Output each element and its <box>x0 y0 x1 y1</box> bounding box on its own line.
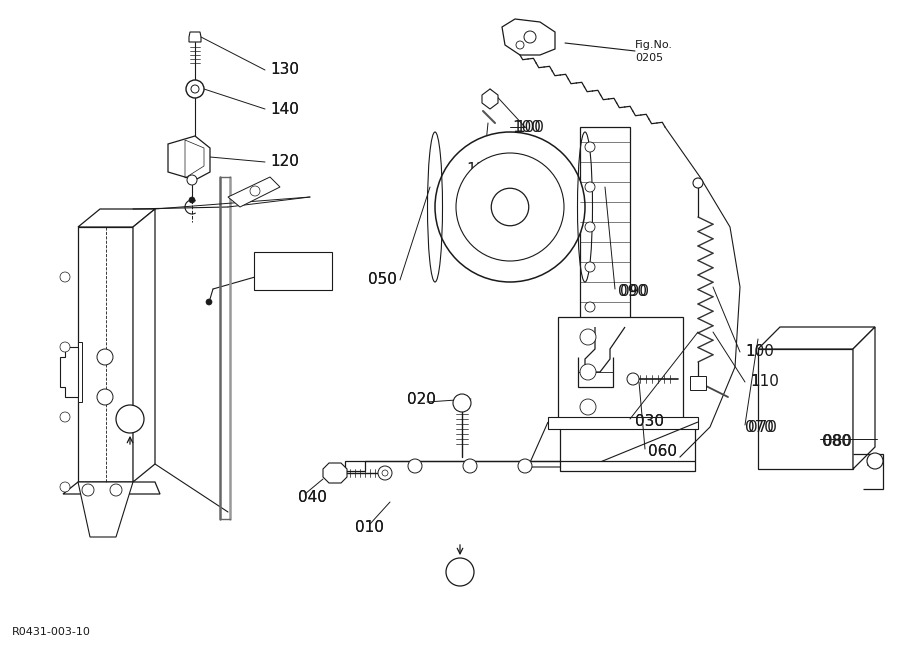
Circle shape <box>693 178 703 188</box>
Text: 100: 100 <box>745 344 774 360</box>
Circle shape <box>585 182 595 192</box>
Text: Fig.No.: Fig.No. <box>635 40 673 50</box>
Circle shape <box>867 453 883 469</box>
Circle shape <box>60 342 70 352</box>
Circle shape <box>116 405 144 433</box>
Circle shape <box>580 329 596 345</box>
Text: 050: 050 <box>368 273 397 287</box>
Text: 090: 090 <box>620 285 649 299</box>
Text: 100: 100 <box>512 119 541 135</box>
Circle shape <box>585 222 595 232</box>
FancyBboxPatch shape <box>254 252 332 290</box>
Text: A: A <box>455 566 465 578</box>
Bar <box>580 127 630 327</box>
Circle shape <box>627 373 639 385</box>
Text: A: A <box>125 412 135 426</box>
Text: 090: 090 <box>618 285 647 299</box>
Text: 060: 060 <box>648 444 677 460</box>
Circle shape <box>516 41 524 49</box>
Text: 110: 110 <box>466 161 494 177</box>
Text: Fig.No.: Fig.No. <box>276 262 311 272</box>
Text: 020: 020 <box>407 392 436 406</box>
Bar <box>78 227 133 482</box>
Circle shape <box>435 132 585 282</box>
Polygon shape <box>168 136 210 180</box>
Text: 100: 100 <box>745 344 774 360</box>
Text: 010: 010 <box>355 520 384 534</box>
Circle shape <box>524 31 536 43</box>
Text: 030: 030 <box>635 414 664 430</box>
Circle shape <box>82 484 94 496</box>
Circle shape <box>518 459 532 473</box>
Circle shape <box>97 389 113 405</box>
Polygon shape <box>78 209 155 227</box>
Text: 110: 110 <box>470 141 499 157</box>
Text: 110: 110 <box>750 374 779 390</box>
Text: 110: 110 <box>750 374 779 390</box>
Polygon shape <box>345 461 695 471</box>
Circle shape <box>585 262 595 272</box>
Bar <box>690 376 706 390</box>
Circle shape <box>60 412 70 422</box>
Circle shape <box>250 186 260 196</box>
Polygon shape <box>323 463 347 483</box>
Circle shape <box>187 175 197 185</box>
Text: 040: 040 <box>298 490 327 504</box>
Circle shape <box>97 349 113 365</box>
Text: 050: 050 <box>368 273 397 287</box>
Polygon shape <box>548 417 698 429</box>
Polygon shape <box>63 482 160 494</box>
Polygon shape <box>60 347 78 397</box>
Polygon shape <box>482 89 498 109</box>
Text: 120: 120 <box>270 155 299 169</box>
Circle shape <box>186 80 204 98</box>
Text: 070: 070 <box>748 420 777 434</box>
Text: 010: 010 <box>355 520 384 534</box>
Circle shape <box>382 470 388 476</box>
Polygon shape <box>78 482 133 537</box>
Circle shape <box>492 188 528 225</box>
Text: 0205: 0205 <box>635 53 664 63</box>
Polygon shape <box>758 327 875 349</box>
Circle shape <box>378 466 392 480</box>
Circle shape <box>580 399 596 415</box>
Text: 140: 140 <box>270 101 299 117</box>
Circle shape <box>456 153 564 261</box>
Text: 130: 130 <box>270 63 299 77</box>
Text: 080: 080 <box>822 434 851 448</box>
Polygon shape <box>228 177 280 207</box>
Bar <box>758 349 853 469</box>
Circle shape <box>585 142 595 152</box>
Circle shape <box>189 197 195 203</box>
Text: 060: 060 <box>648 444 677 460</box>
Polygon shape <box>502 19 555 55</box>
Circle shape <box>446 558 474 586</box>
Circle shape <box>463 459 477 473</box>
Text: 020: 020 <box>407 392 436 406</box>
Text: 030: 030 <box>635 414 664 430</box>
Text: 100: 100 <box>515 119 544 135</box>
Text: 0205: 0205 <box>280 274 306 284</box>
Circle shape <box>110 484 122 496</box>
Circle shape <box>206 299 212 305</box>
Circle shape <box>60 272 70 282</box>
Circle shape <box>585 302 595 312</box>
Polygon shape <box>133 209 155 482</box>
Polygon shape <box>853 327 875 469</box>
Text: 120: 120 <box>270 155 299 169</box>
Circle shape <box>191 85 199 93</box>
Text: 130: 130 <box>270 63 299 77</box>
Circle shape <box>408 459 422 473</box>
Circle shape <box>60 482 70 492</box>
Text: 140: 140 <box>270 101 299 117</box>
Bar <box>558 317 683 422</box>
Polygon shape <box>78 342 82 402</box>
Circle shape <box>580 364 596 380</box>
Text: 040: 040 <box>298 490 327 504</box>
Circle shape <box>453 394 471 412</box>
Text: 080: 080 <box>823 434 852 448</box>
Polygon shape <box>570 327 640 342</box>
Text: 070: 070 <box>745 420 774 434</box>
Text: R0431-003-10: R0431-003-10 <box>12 627 91 637</box>
